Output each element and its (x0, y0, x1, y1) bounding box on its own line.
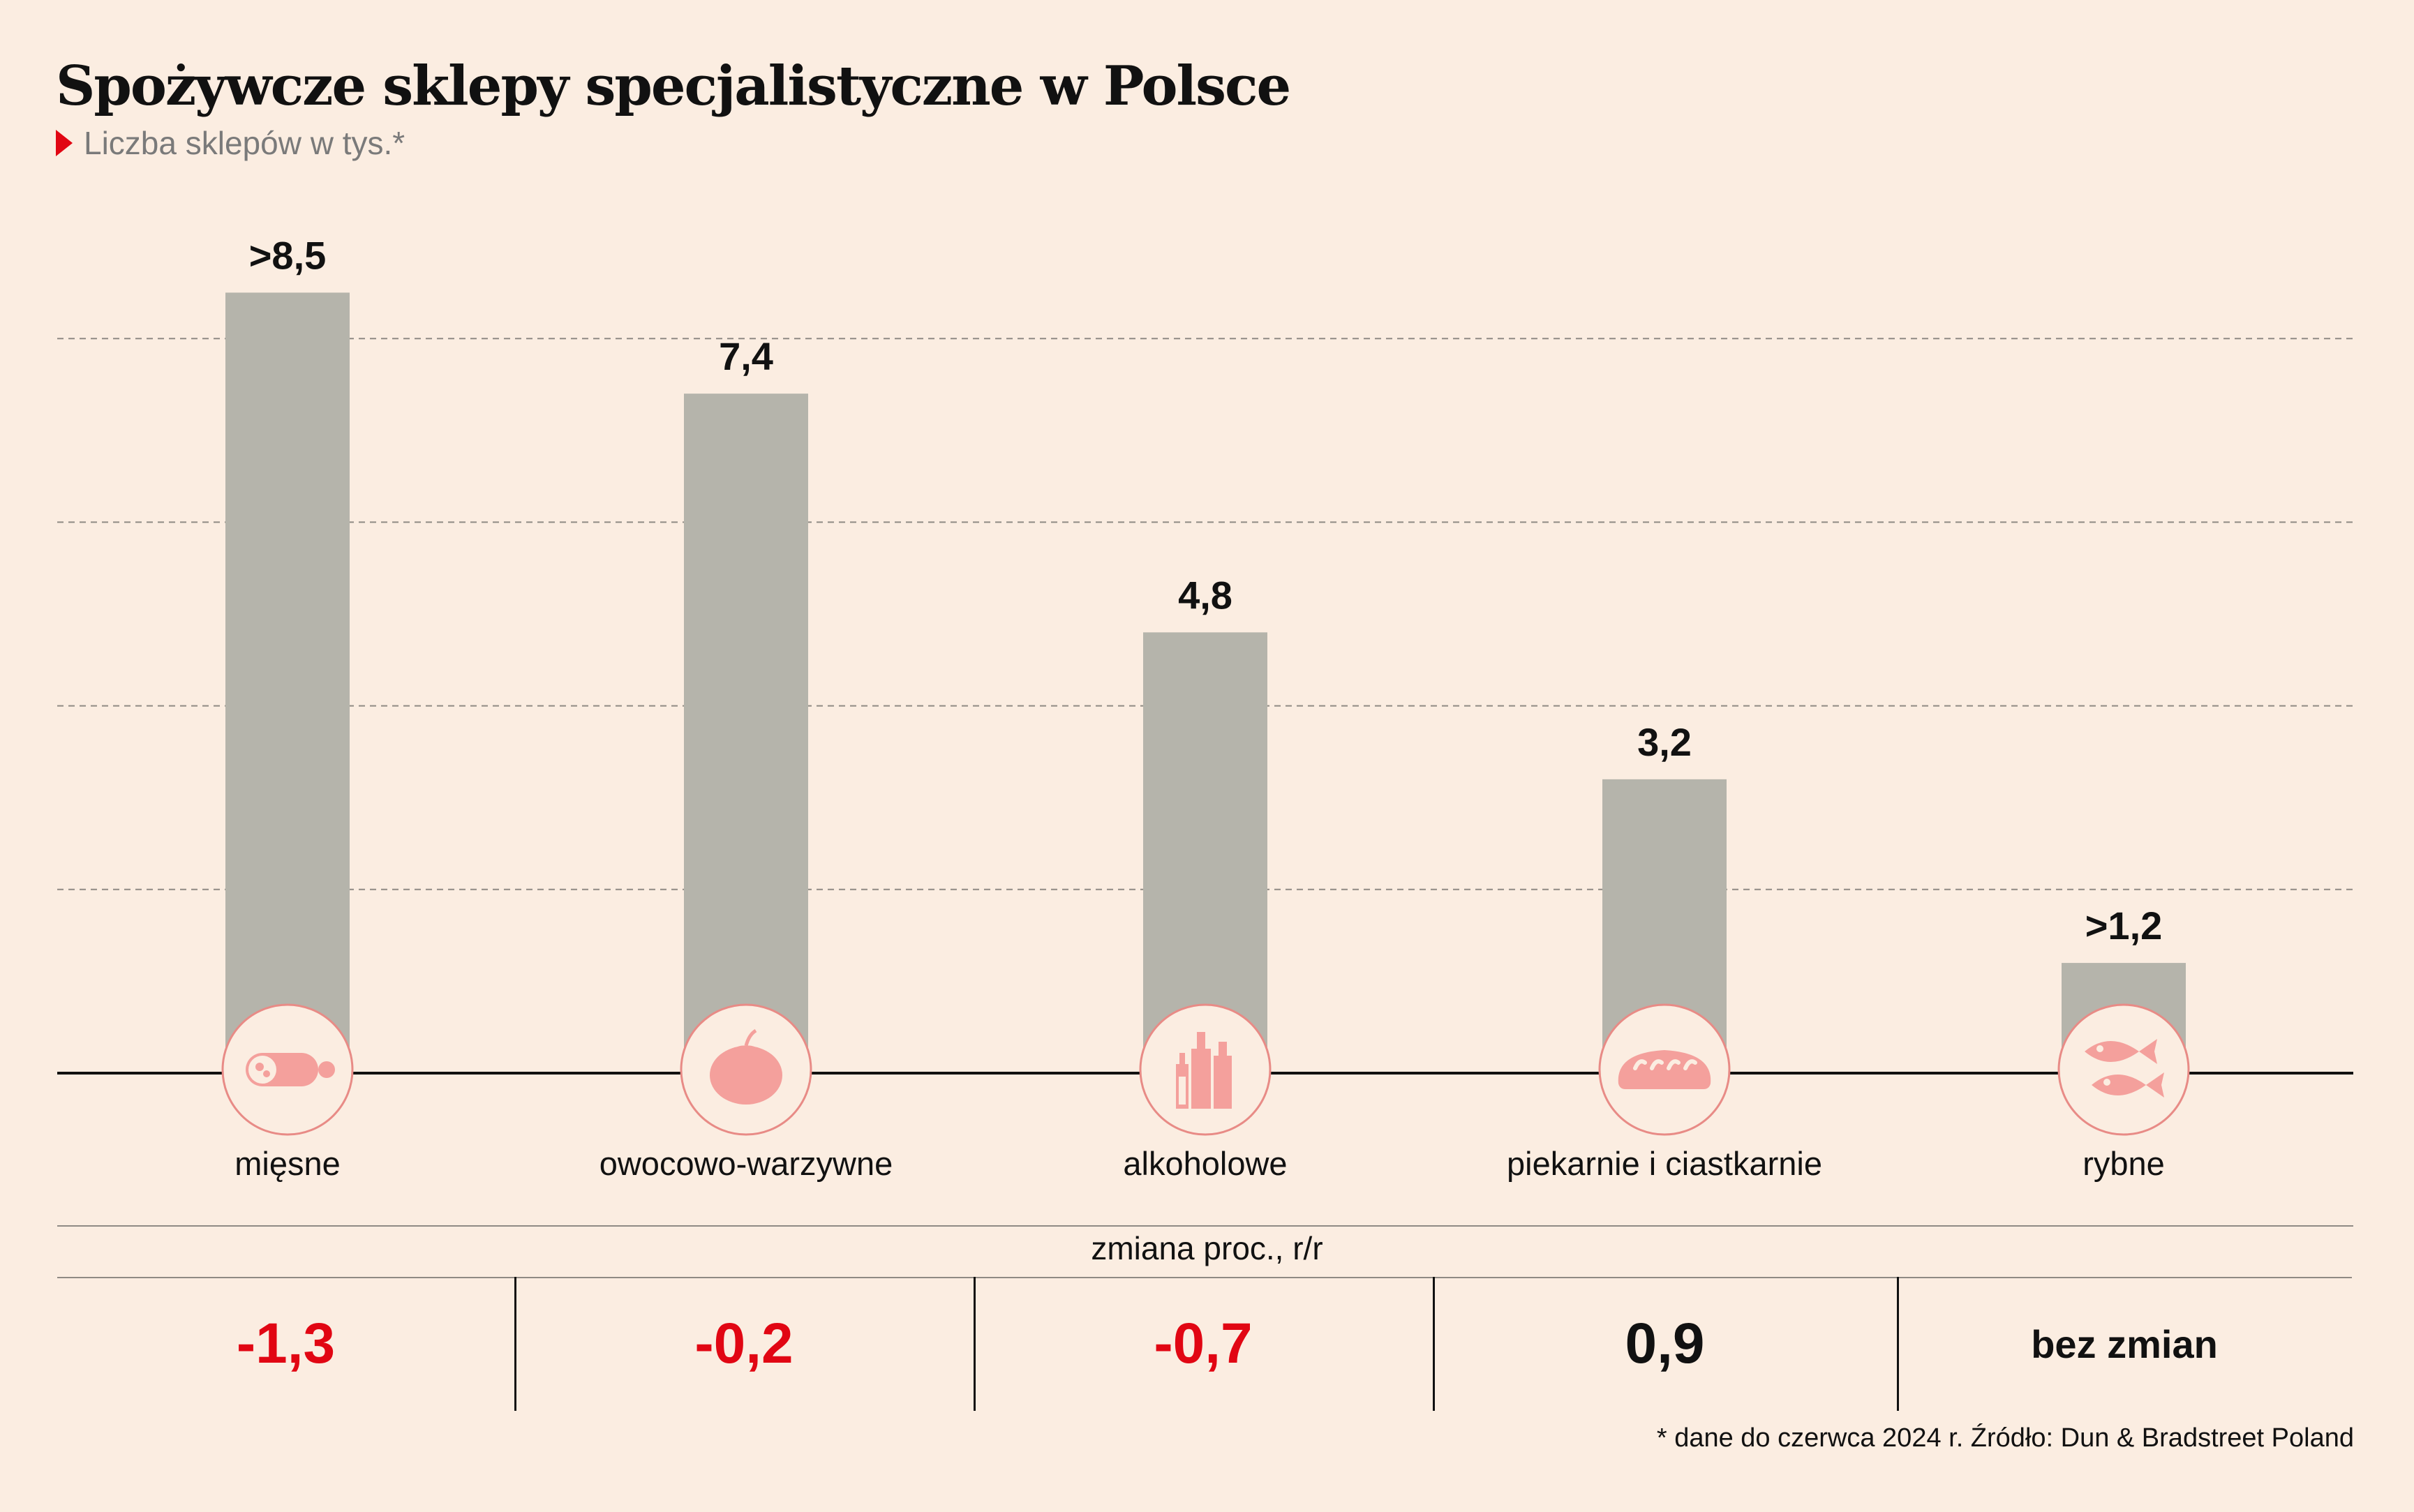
subtitle-row: Liczba sklepów w tys.* (56, 124, 405, 162)
bottles-icon (1139, 1003, 1272, 1136)
column-divider (974, 1277, 976, 1411)
category-label: piekarnie i ciastkarnie (1507, 1145, 1822, 1182)
sausage-icon (221, 1003, 354, 1136)
value-label: 3,2 (1637, 720, 1692, 764)
chart-title: Spożywcze sklepy specjalistyczne w Polsc… (56, 54, 1291, 118)
change-value: -0,7 (1154, 1312, 1253, 1375)
change-value: -1,3 (236, 1312, 336, 1375)
change-value: 0,9 (1625, 1312, 1705, 1375)
triangle-marker-icon (56, 130, 73, 156)
category-label: alkoholowe (1123, 1145, 1287, 1182)
fish-icon (2057, 1003, 2190, 1136)
footnote: * dane do czerwca 2024 r. Źródło: Dun & … (1656, 1423, 2354, 1453)
value-label: 7,4 (719, 334, 773, 378)
change-value: -0,2 (694, 1312, 794, 1375)
value-label: >1,2 (2085, 904, 2163, 948)
column-divider (1897, 1277, 1899, 1411)
tomato-icon (680, 1003, 812, 1136)
bar-3 (1143, 632, 1267, 1073)
change-value: bez zmian (2031, 1322, 2218, 1366)
column-divider (1433, 1277, 1435, 1411)
change-section-title: zmiana proc., r/r (1091, 1230, 1323, 1266)
category-label: mięsne (234, 1145, 341, 1182)
category-label: owocowo-warzywne (599, 1145, 893, 1182)
change-table-top-rule (57, 1277, 2352, 1278)
column-divider (514, 1277, 516, 1411)
bar-2 (684, 394, 808, 1073)
value-label: >8,5 (249, 233, 327, 277)
category-label: rybne (2083, 1145, 2165, 1182)
chart-subtitle: Liczba sklepów w tys.* (84, 125, 405, 161)
bar-1 (225, 292, 350, 1073)
value-label: 4,8 (1178, 573, 1232, 617)
change-table: -1,3 -0,2 -0,7 0,9 bez zmian (57, 1277, 2352, 1411)
bread-icon (1598, 1003, 1731, 1136)
bar-chart: >8,5 7,4 4,8 3,2 >1,2 mięsne owocowo-warzywne a… (57, 233, 2353, 1227)
